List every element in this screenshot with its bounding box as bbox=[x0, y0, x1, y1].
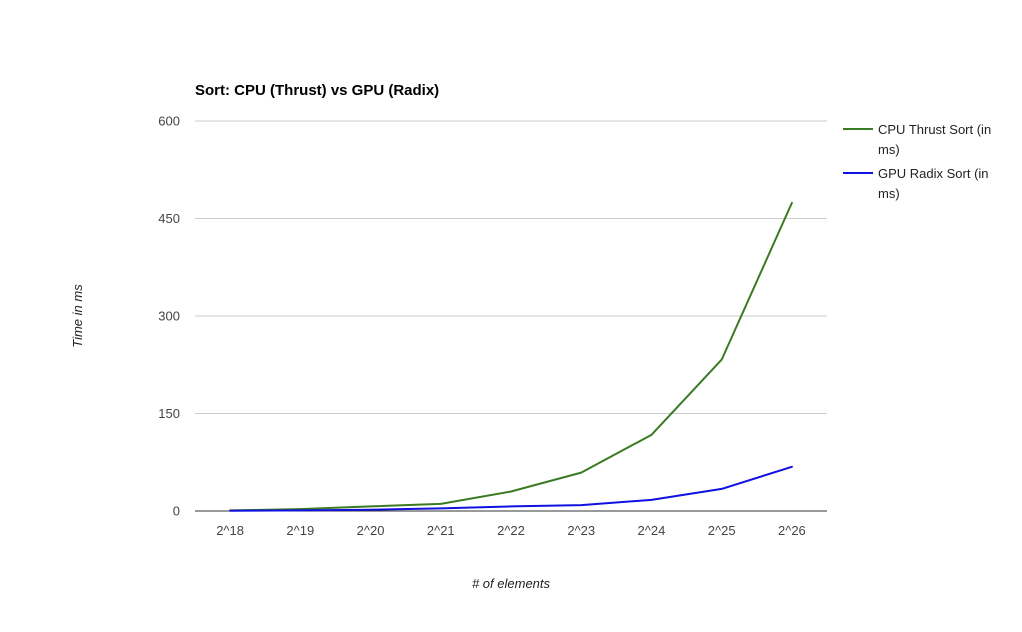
series-line-cpu-thrust bbox=[229, 201, 793, 512]
x-tick-label: 2^24 bbox=[638, 523, 666, 538]
legend-label: ms) bbox=[878, 186, 900, 201]
chart-title: Sort: CPU (Thrust) vs GPU (Radix) bbox=[195, 82, 439, 99]
legend-label: GPU Radix Sort (in bbox=[878, 166, 989, 181]
y-tick-label: 300 bbox=[158, 309, 180, 324]
series-line-gpu-radix bbox=[229, 465, 793, 512]
legend: CPU Thrust Sort (in ms) GPU Radix Sort (in… bbox=[843, 122, 991, 201]
x-tick-label: 2^22 bbox=[497, 523, 525, 538]
x-tick-label: 2^18 bbox=[216, 523, 244, 538]
x-axis-title: # of elements bbox=[472, 576, 551, 591]
y-tick-label: 450 bbox=[158, 211, 180, 226]
series-lines bbox=[229, 201, 793, 512]
y-axis-title: Time in ms bbox=[70, 284, 85, 348]
gridlines bbox=[195, 120, 827, 414]
x-tick-label: 2^21 bbox=[427, 523, 455, 538]
x-tick-label: 2^19 bbox=[286, 523, 314, 538]
y-tick-label: 0 bbox=[173, 504, 180, 519]
x-tick-label: 2^26 bbox=[778, 523, 806, 538]
x-tick-label: 2^20 bbox=[357, 523, 385, 538]
y-tick-label: 600 bbox=[158, 114, 180, 129]
legend-label: ms) bbox=[878, 142, 900, 157]
x-tick-label: 2^23 bbox=[567, 523, 595, 538]
axes: 0 150 300 450 600 2^18 2^19 2^20 2^21 2^22 2^23 2^2… bbox=[158, 114, 827, 538]
y-tick-label: 150 bbox=[158, 406, 180, 421]
legend-label: CPU Thrust Sort (in bbox=[878, 122, 991, 137]
x-tick-label: 2^25 bbox=[708, 523, 736, 538]
